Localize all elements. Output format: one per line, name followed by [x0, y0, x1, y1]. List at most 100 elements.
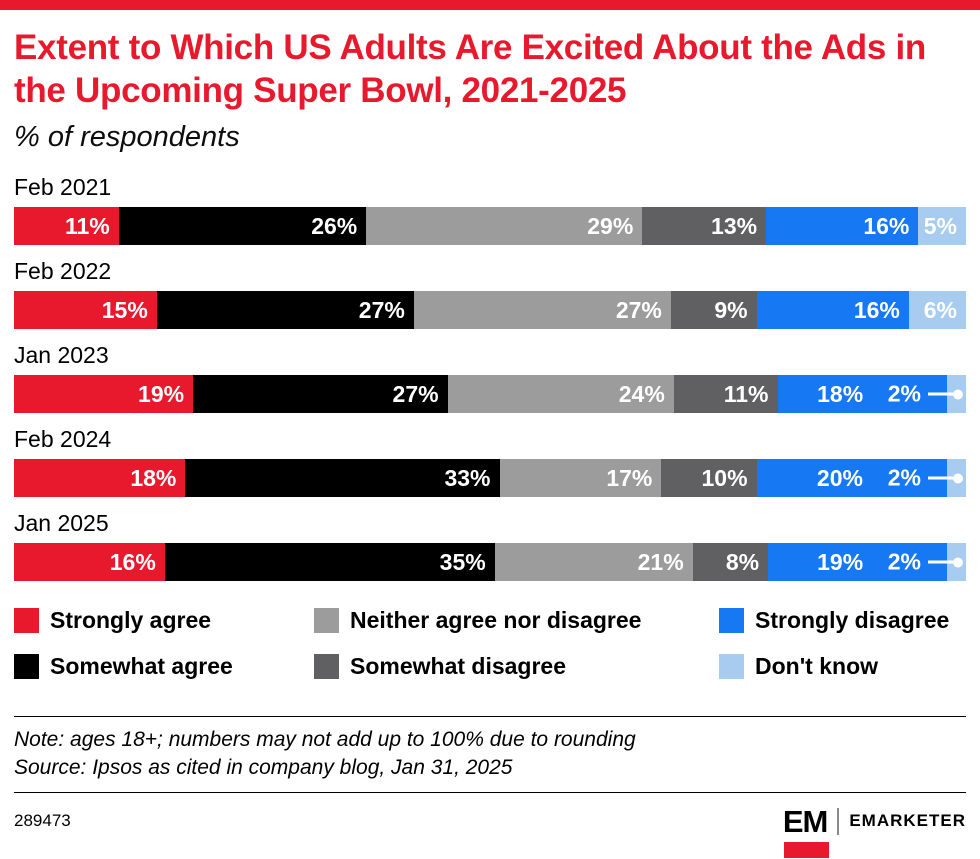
stacked-bar: 18% 33% 17% 10% 20% 2%	[14, 459, 967, 498]
value-label: 8%	[725, 548, 760, 575]
callout-leader-line	[928, 560, 953, 564]
value-label: 19%	[817, 548, 864, 575]
bar-segment-somewhat-disagree: 13%	[642, 207, 767, 246]
value-callout: 2%	[887, 464, 964, 492]
page-title: Extent to Which US Adults Are Excited Ab…	[14, 28, 926, 111]
somewhat-disagree-swatch	[314, 654, 339, 680]
legend: Strongly agree Neither agree nor disagree…	[14, 607, 966, 680]
chart-row: Feb 2022 15% 27% 27% 9% 16% 6%	[14, 258, 967, 330]
somewhat-agree-swatch	[14, 654, 39, 680]
legend-label: Don't know	[755, 653, 879, 680]
value-label: 16%	[853, 296, 900, 323]
strongly-disagree-swatch	[719, 608, 744, 634]
value-label: 20%	[816, 464, 863, 491]
category-label: Feb 2024	[14, 426, 112, 453]
legend-item-strongly-disagree: Strongly disagree	[719, 607, 966, 634]
bar-segment-don-t-know: 6%	[908, 291, 967, 330]
logo-em-text: EM	[782, 803, 828, 839]
chart-source: Source: Ipsos as cited in company blog, …	[14, 756, 513, 780]
value-label: 13%	[711, 212, 758, 239]
stacked-bar: 19% 27% 24% 11% 18% 2%	[14, 375, 966, 414]
bar-segment-strongly-agree: 15%	[14, 291, 157, 330]
emarketer-logo: EM EMARKETER	[782, 803, 966, 858]
legend-label: Somewhat disagree	[350, 653, 567, 680]
legend-label: Strongly disagree	[755, 607, 950, 634]
stacked-bar: 15% 27% 27% 9% 16% 6%	[14, 291, 967, 330]
callout-dot	[953, 473, 964, 484]
bar-segment-somewhat-disagree: 10%	[661, 459, 757, 498]
stacked-bar: 16% 35% 21% 8% 19% 2%	[14, 543, 966, 582]
value-label: 27%	[615, 296, 662, 323]
legend-item-neither-agree-nor-disagree: Neither agree nor disagree	[314, 607, 719, 634]
legend-label: Strongly agree	[50, 607, 212, 634]
value-label: 10%	[701, 464, 748, 491]
brand-stripe	[0, 0, 980, 10]
legend-label: Neither agree nor disagree	[350, 607, 642, 634]
value-label: 35%	[439, 548, 486, 575]
value-label: 2%	[887, 464, 922, 491]
bar-segment-strongly-disagree: 20%	[756, 459, 947, 498]
bar-segment-somewhat-agree: 27%	[193, 375, 448, 414]
bar-segment-strongly-agree: 19%	[14, 375, 194, 414]
chart-row: Feb 2024 18% 33% 17% 10% 20% 2%	[14, 426, 967, 498]
callout-leader-line	[928, 476, 954, 480]
value-label: 33%	[444, 464, 491, 491]
bar-segment-neither-agree-nor-disagree: 27%	[413, 291, 671, 330]
value-label: 15%	[101, 296, 148, 323]
bar-segment-somewhat-agree: 33%	[185, 459, 500, 498]
chart-row: Jan 2025 16% 35% 21% 8% 19% 2%	[14, 510, 966, 582]
value-label: 26%	[311, 212, 358, 239]
chart-row: Jan 2023 19% 27% 24% 11% 18% 2%	[14, 342, 966, 414]
value-label: 11%	[723, 380, 769, 407]
value-label: 2%	[887, 548, 921, 575]
chart-id: 289473	[14, 811, 71, 831]
callout-dot	[953, 389, 963, 400]
value-label: 11%	[64, 212, 110, 239]
bar-segment-strongly-agree: 16%	[14, 543, 165, 582]
value-label: 16%	[109, 548, 156, 575]
category-label: Feb 2022	[14, 258, 112, 285]
category-label: Jan 2023	[14, 342, 109, 369]
bar-segment-somewhat-disagree: 11%	[673, 375, 778, 414]
bar-segment-strongly-disagree: 18%	[777, 375, 948, 414]
bar-segment-somewhat-agree: 26%	[118, 207, 367, 246]
value-label: 9%	[714, 296, 748, 323]
stacked-bar: 11% 26% 29% 13% 16% 5%	[14, 207, 966, 246]
chart-note: Note: ages 18+; numbers may not add up t…	[14, 728, 636, 752]
bar-segment-strongly-disagree: 19%	[768, 543, 948, 582]
bar-segment-neither-agree-nor-disagree: 24%	[447, 375, 674, 414]
divider-top	[14, 716, 966, 718]
bar-segment-neither-agree-nor-disagree: 17%	[499, 459, 662, 498]
bar-segment-don-t-know: 2%	[888, 375, 966, 414]
callout-dot	[953, 557, 963, 568]
value-label: 24%	[618, 380, 665, 407]
note-block: Note: ages 18+; numbers may not add up t…	[14, 717, 966, 792]
bar-segment-somewhat-agree: 27%	[156, 291, 414, 330]
bar-segment-neither-agree-nor-disagree: 21%	[494, 543, 693, 582]
bar-segment-don-t-know: 2%	[888, 459, 967, 498]
logo-wordmark: EMARKETER	[849, 811, 966, 831]
value-callout: 2%	[888, 381, 963, 408]
value-label: 16%	[863, 212, 910, 239]
chart-row: Feb 2021 11% 26% 29% 13% 16% 5%	[14, 174, 966, 246]
bar-segment-strongly-agree: 11%	[14, 207, 119, 246]
callout-leader-line	[928, 392, 953, 396]
category-label: Jan 2025	[14, 510, 109, 537]
value-label: 2%	[887, 380, 921, 407]
legend-item-don-t-know: Don't know	[719, 653, 966, 680]
legend-item-somewhat-disagree: Somewhat disagree	[314, 653, 719, 680]
bar-segment-don-t-know: 5%	[918, 207, 966, 246]
don-t-know-swatch	[719, 654, 744, 680]
chart-rows: Feb 2021 11% 26% 29% 13% 16% 5% Feb 2022 15% 27% 2…	[14, 174, 967, 582]
value-label: 17%	[606, 464, 653, 491]
footer: 289473 EM EMARKETER	[14, 793, 966, 858]
value-label: 27%	[392, 380, 439, 407]
chart-canvas: Extent to Which US Adults Are Excited Ab…	[0, 26, 980, 858]
bar-segment-don-t-know: 2%	[888, 543, 966, 582]
value-label: 29%	[587, 212, 634, 239]
bar-segment-somewhat-disagree: 8%	[692, 543, 769, 582]
value-label: 18%	[817, 380, 864, 407]
legend-item-somewhat-agree: Somewhat agree	[14, 653, 314, 680]
value-callout: 2%	[888, 549, 963, 576]
page-subtitle: % of respondents	[14, 121, 240, 154]
